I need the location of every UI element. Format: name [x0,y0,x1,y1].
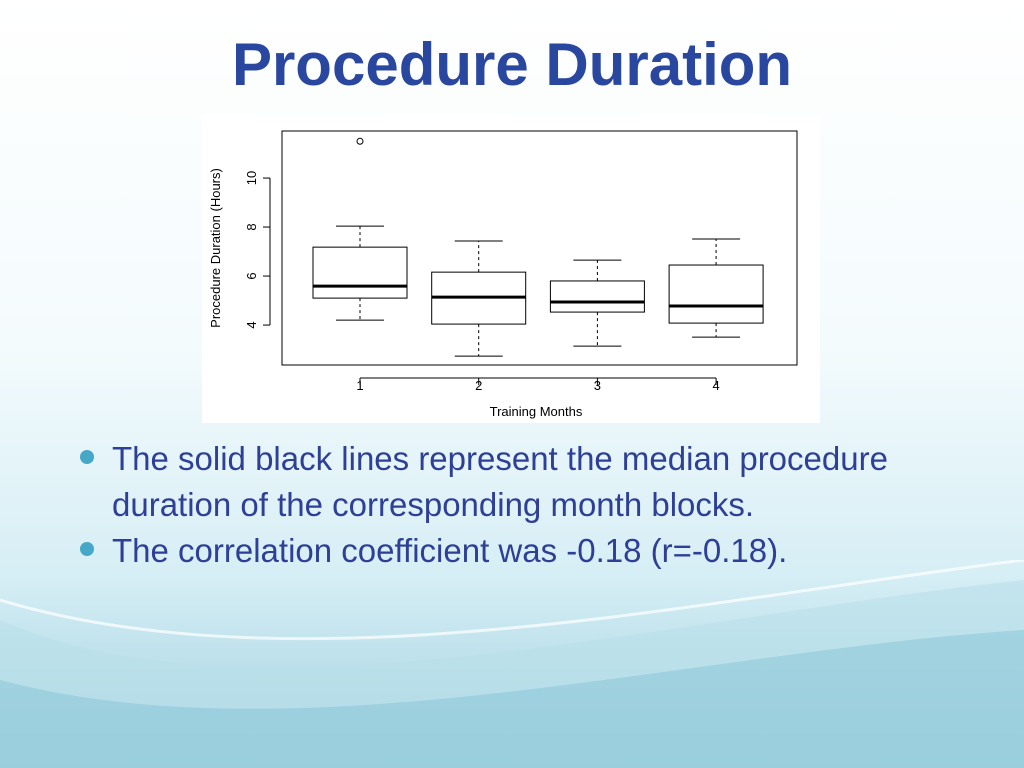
x-tick-label: 3 [594,378,601,393]
chart: Training Months Procedure Duration (Hour… [202,115,820,423]
plot-frame [281,130,798,366]
x-tick-label: 2 [475,378,482,393]
x-axis-label: Training Months [490,404,583,419]
y-axis-label: Procedure Duration (Hours) [208,168,223,328]
slide-title: Procedure Duration [231,31,793,98]
box [549,280,645,313]
box [312,246,408,299]
x-tick-label: 4 [712,378,719,393]
bullet: The solid black lines represent the medi… [78,436,958,528]
box [668,264,764,324]
y-tick-label: 6 [244,272,259,279]
outlier [356,137,364,145]
background-waves [0,560,1024,768]
bullet: The correlation coefficient was -0.18 (r… [78,528,958,574]
y-tick-label: 8 [244,223,259,230]
y-tick-label: 10 [244,171,259,185]
bullet-list: The solid black lines represent the medi… [78,436,958,574]
x-tick-label: 1 [356,378,363,393]
y-tick-label: 4 [244,321,259,328]
